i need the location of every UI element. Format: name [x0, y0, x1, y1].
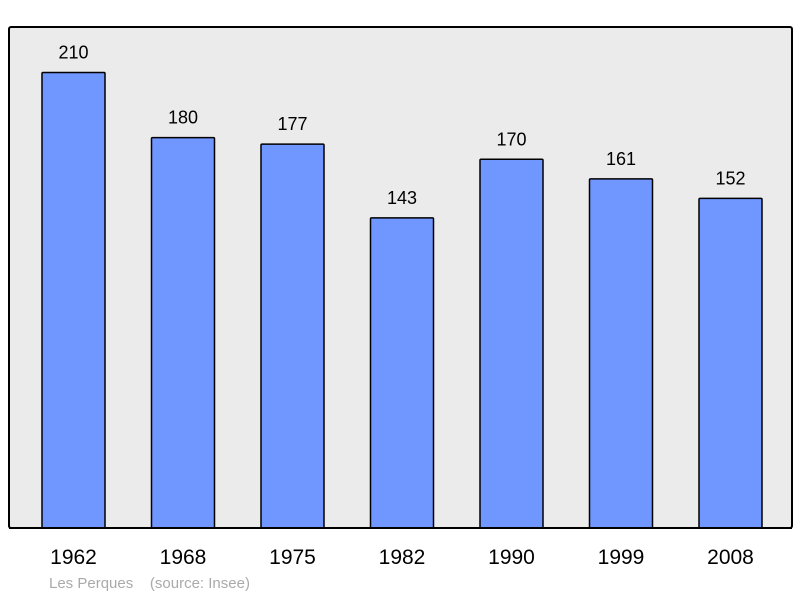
data-label: 143: [387, 188, 417, 208]
x-tick-label: 2008: [707, 546, 754, 569]
bar-1982: [369, 217, 435, 529]
bar-2008: [698, 197, 763, 529]
data-label: 170: [496, 129, 526, 149]
x-tick-label: 1968: [160, 546, 207, 569]
x-tick-label: 1990: [488, 546, 535, 569]
footer: Les Perques (source: Insee): [49, 575, 250, 592]
bar-1990: [479, 158, 544, 529]
data-label: 152: [715, 168, 745, 188]
x-tick-label: 1962: [50, 546, 97, 569]
footer-source: (source: Insee): [149, 575, 250, 592]
data-label: 161: [606, 149, 636, 169]
x-tick-label: 1975: [269, 546, 316, 569]
data-label: 210: [58, 43, 88, 63]
bar-1968: [150, 136, 216, 529]
data-label: 180: [168, 108, 198, 128]
bar-1975: [260, 143, 325, 529]
footer-place: Les Perques: [49, 575, 134, 592]
bar-1962: [41, 71, 106, 529]
data-label: 177: [277, 114, 307, 134]
bar-1999: [588, 178, 654, 529]
x-tick-label: 1999: [598, 546, 645, 569]
x-tick-label: 1982: [379, 546, 426, 569]
